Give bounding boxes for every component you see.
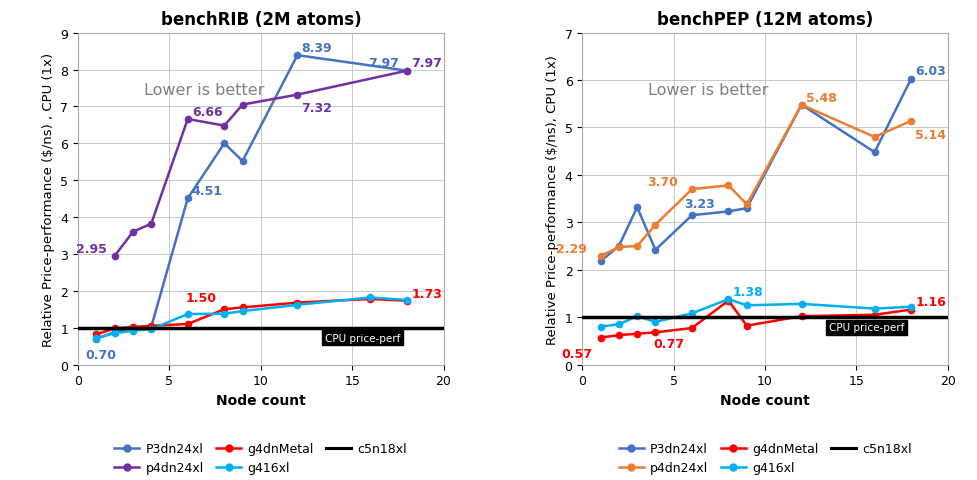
- Text: 4.51: 4.51: [191, 185, 223, 198]
- Text: 5.14: 5.14: [915, 128, 947, 141]
- Text: CPU price-perf: CPU price-perf: [828, 323, 905, 333]
- Text: 3.23: 3.23: [684, 198, 715, 211]
- Text: 0.70: 0.70: [85, 348, 116, 361]
- Text: Lower is better: Lower is better: [144, 84, 265, 98]
- Text: 1.38: 1.38: [733, 286, 763, 299]
- Legend: P3dn24xl, p4dn24xl, g4dnMetal, g416xl, c5n18xl: P3dn24xl, p4dn24xl, g4dnMetal, g416xl, c…: [109, 437, 412, 480]
- Text: Lower is better: Lower is better: [648, 84, 769, 98]
- X-axis label: Node count: Node count: [216, 393, 306, 407]
- Text: 1.16: 1.16: [915, 296, 946, 309]
- Title: benchRIB (2M atoms): benchRIB (2M atoms): [160, 12, 361, 29]
- Text: 6.03: 6.03: [915, 65, 946, 78]
- Text: 7.97: 7.97: [411, 58, 442, 71]
- Text: 7.97: 7.97: [368, 58, 399, 71]
- Text: 2.29: 2.29: [556, 242, 587, 255]
- Text: 2.95: 2.95: [76, 242, 106, 255]
- Legend: P3dn24xl, p4dn24xl, g4dnMetal, g416xl, c5n18xl: P3dn24xl, p4dn24xl, g4dnMetal, g416xl, c…: [614, 437, 916, 480]
- Text: 0.77: 0.77: [653, 338, 684, 351]
- Title: benchPEP (12M atoms): benchPEP (12M atoms): [657, 12, 873, 29]
- Text: 3.70: 3.70: [648, 176, 678, 189]
- Text: 5.48: 5.48: [806, 91, 836, 104]
- Text: CPU price-perf: CPU price-perf: [324, 333, 401, 343]
- Y-axis label: Relative Price-performance ($/ns), CPU (1x): Relative Price-performance ($/ns), CPU (…: [546, 55, 559, 344]
- Text: 1.73: 1.73: [411, 287, 442, 300]
- Text: 6.66: 6.66: [191, 106, 223, 119]
- Text: 0.57: 0.57: [562, 347, 593, 360]
- Y-axis label: Relative Price-performance ($/ns) , CPU (1x): Relative Price-performance ($/ns) , CPU …: [42, 52, 55, 346]
- Text: 8.39: 8.39: [302, 42, 332, 55]
- Text: 1.50: 1.50: [186, 291, 217, 304]
- X-axis label: Node count: Node count: [720, 393, 810, 407]
- Text: 7.32: 7.32: [302, 102, 332, 115]
